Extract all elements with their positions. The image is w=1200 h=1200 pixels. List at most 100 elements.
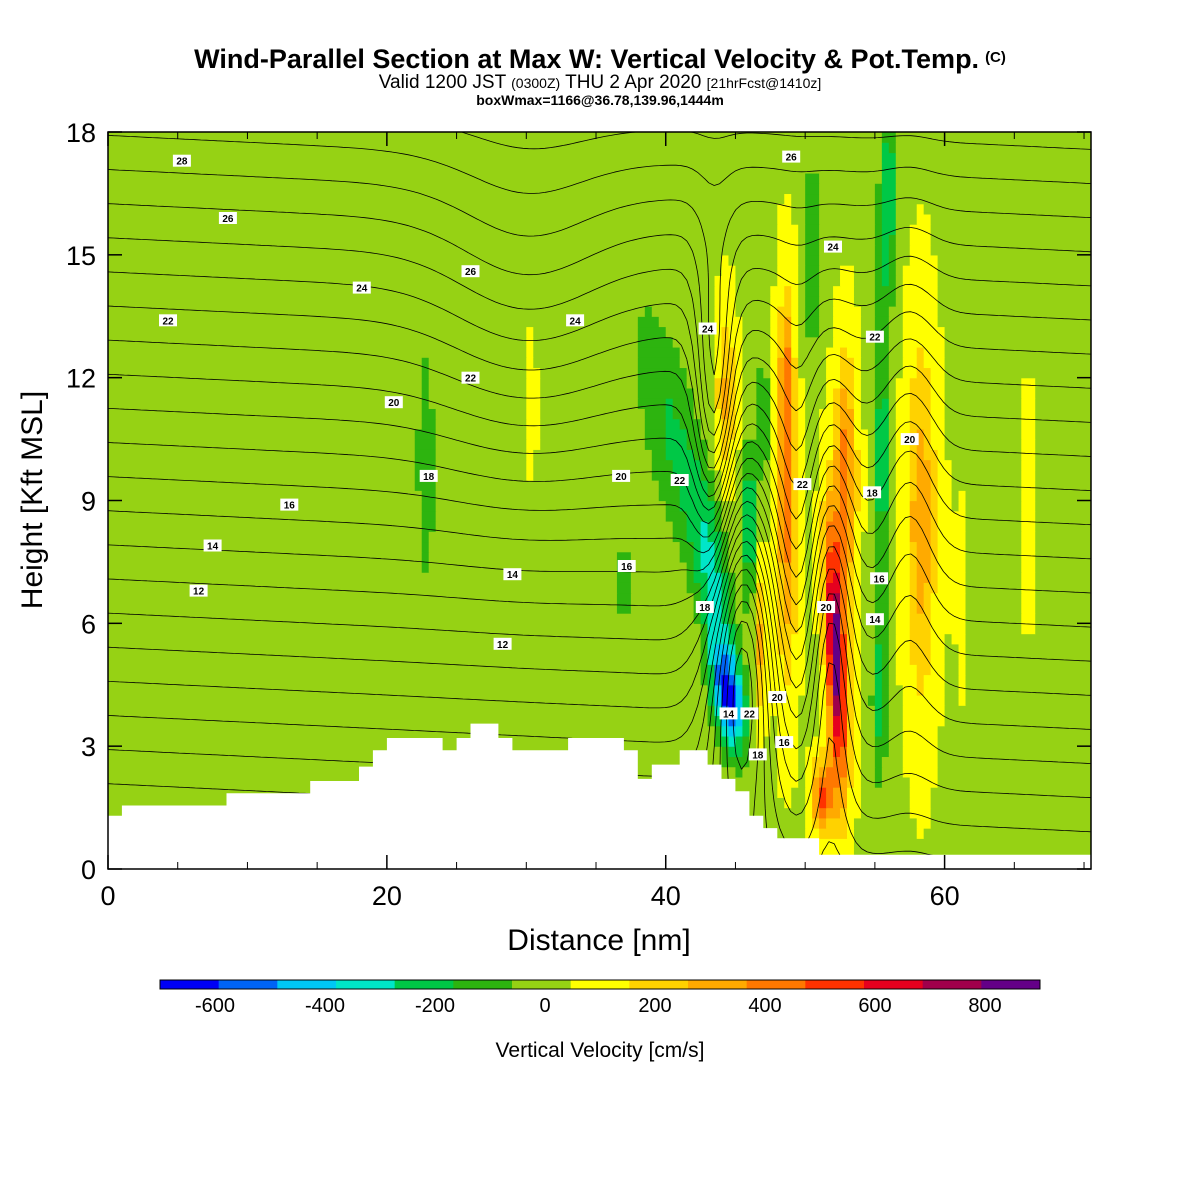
w-cell	[840, 480, 848, 491]
w-cell	[770, 295, 785, 307]
w-cell	[742, 418, 757, 430]
w-cell	[784, 561, 792, 573]
w-cell	[812, 766, 820, 778]
w-cell	[108, 172, 806, 184]
w-cell	[840, 398, 848, 409]
w-cell	[742, 449, 771, 461]
w-cell	[965, 694, 1091, 706]
w-cell	[777, 602, 785, 614]
w-cell	[777, 326, 785, 338]
w-cell	[840, 807, 848, 819]
w-cell	[888, 510, 897, 522]
w-cell	[637, 367, 688, 379]
w-cell	[777, 336, 785, 348]
contour-label: 22	[793, 478, 812, 491]
w-cell	[902, 275, 939, 287]
w-cell	[108, 357, 423, 369]
w-cell	[874, 551, 890, 563]
colorbar-swatch	[864, 980, 924, 989]
w-cell	[888, 459, 897, 471]
w-cell	[421, 418, 437, 430]
w-cell	[937, 725, 1091, 737]
w-cell	[853, 766, 862, 778]
w-cell	[435, 510, 667, 522]
w-cell	[108, 367, 423, 379]
w-cell	[819, 776, 841, 788]
w-cell	[679, 490, 709, 502]
w-cell	[742, 428, 757, 440]
w-cell	[763, 746, 778, 758]
w-cell	[833, 725, 841, 737]
w-cell	[728, 398, 737, 409]
w-cell	[937, 469, 953, 481]
w-cell	[860, 623, 876, 635]
w-cell	[909, 602, 918, 614]
w-cell	[909, 623, 932, 635]
w-cell	[108, 132, 883, 143]
w-cell	[108, 643, 702, 655]
w-cell	[791, 285, 799, 297]
contour-label-text: 18	[867, 488, 879, 499]
w-cell	[930, 224, 1091, 235]
w-cell	[833, 684, 841, 696]
w-cell	[819, 439, 834, 450]
w-cell	[805, 480, 820, 491]
w-cell	[965, 664, 1091, 676]
w-cell	[770, 428, 778, 440]
w-cell	[1035, 418, 1091, 430]
w-cell	[784, 316, 792, 328]
w-cell	[826, 633, 834, 645]
w-cell	[874, 439, 890, 450]
w-cell	[770, 398, 778, 409]
w-cell	[840, 418, 855, 430]
w-cell	[930, 592, 967, 604]
w-cell	[777, 377, 785, 389]
w-cell	[819, 633, 827, 645]
w-cell	[784, 295, 792, 307]
w-cell	[853, 725, 862, 737]
contour-label: 26	[782, 150, 801, 164]
w-cell	[665, 510, 688, 522]
w-cell	[742, 572, 757, 583]
w-cell	[791, 602, 799, 614]
w-cell	[777, 756, 799, 768]
w-cell	[895, 602, 911, 614]
w-cell	[888, 316, 904, 328]
w-cell	[819, 531, 827, 543]
w-cell	[846, 817, 855, 829]
w-cell	[791, 490, 799, 502]
w-cell	[798, 735, 813, 747]
w-cell	[108, 152, 883, 164]
w-cell	[533, 326, 639, 338]
w-cell	[881, 213, 897, 225]
w-cell	[693, 387, 716, 399]
w-cell	[672, 531, 688, 543]
contour-label-text: 20	[616, 472, 628, 483]
w-cell	[846, 582, 855, 594]
w-cell	[826, 674, 834, 686]
w-cell	[895, 183, 1091, 195]
w-cell	[853, 613, 862, 624]
w-cell	[700, 418, 716, 430]
w-cell	[777, 224, 799, 235]
w-cell	[874, 654, 883, 665]
w-cell	[860, 664, 876, 676]
w-cell	[805, 418, 820, 430]
w-cell	[895, 664, 918, 676]
w-cell	[756, 684, 764, 696]
w-cell	[798, 377, 806, 389]
contour-label: 16	[775, 736, 794, 749]
w-cell	[1021, 500, 1036, 512]
w-cell	[846, 787, 862, 798]
w-cell	[672, 398, 695, 409]
w-cell	[784, 510, 792, 522]
w-cell	[714, 510, 723, 522]
w-cell	[874, 316, 890, 328]
w-cell	[888, 602, 897, 614]
w-cell	[833, 316, 862, 328]
w-cell	[826, 531, 848, 543]
w-cell	[826, 654, 834, 665]
w-cell	[108, 469, 416, 481]
contour-label-text: 22	[869, 333, 881, 344]
w-cell	[798, 224, 806, 235]
